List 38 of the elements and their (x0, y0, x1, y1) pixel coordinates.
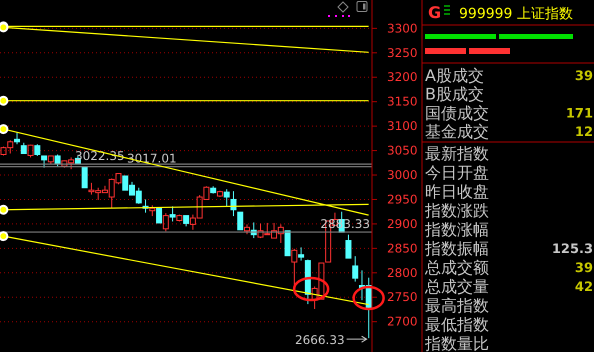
y-tick-label: 2850 (387, 241, 418, 256)
y-tick-label: 2750 (387, 290, 418, 304)
ref-line-label: 3017.01 (127, 152, 177, 166)
text: 指数振幅 (424, 239, 489, 258)
y-tick-label: 2900 (387, 216, 418, 231)
annotation: 2666.33 (294, 333, 345, 348)
y-tick-label: 3100 (387, 119, 418, 134)
y-tick-label: 3150 (387, 94, 418, 109)
text: 今日开盘 (425, 163, 489, 182)
text: 指数涨跌 (424, 201, 489, 220)
y-tick-label: 3250 (387, 46, 418, 60)
text: 171 (566, 106, 593, 122)
text: 42 (574, 280, 593, 295)
y-tick-label: 2700 (387, 314, 418, 329)
text: 最新指数 (425, 144, 489, 163)
text: 最高指数 (425, 296, 489, 315)
y-tick-label: 3300 (387, 21, 418, 36)
text: 基金成交 (425, 122, 489, 142)
text: 999999 上证指数 (459, 6, 573, 22)
text: A股成交 (425, 66, 484, 85)
text: G (428, 3, 442, 22)
text: 最低指数 (425, 315, 489, 334)
text: 总成交额 (424, 258, 489, 277)
text: 39 (574, 69, 593, 84)
text: 昨日收盘 (425, 182, 489, 201)
y-tick-label: 3200 (387, 70, 418, 84)
text: 指数量比 (424, 334, 489, 352)
y-tick-label: 3000 (387, 168, 418, 182)
y-tick-label: 3050 (387, 144, 418, 158)
text: 国债成交 (425, 103, 489, 122)
text: 总成交量 (424, 277, 489, 296)
text: 12 (574, 125, 593, 140)
text: 39 (574, 261, 593, 276)
text: B股成交 (425, 84, 484, 104)
text: 指数涨幅 (424, 220, 489, 239)
text: 125.3 (552, 242, 593, 257)
y-tick-label: 2800 (387, 266, 418, 280)
y-tick-label: 2950 (387, 192, 418, 206)
